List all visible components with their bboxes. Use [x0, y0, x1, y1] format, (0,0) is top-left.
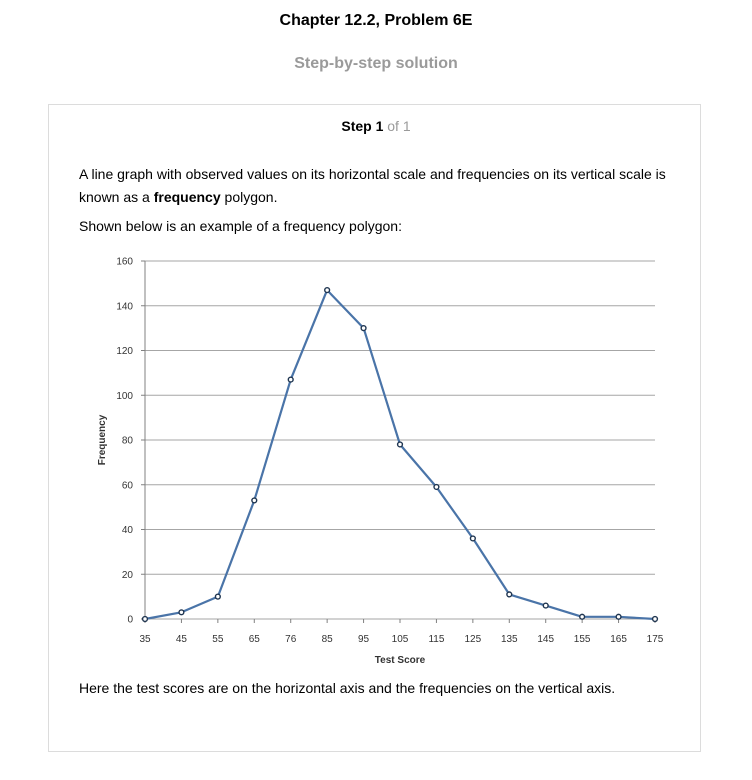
- frequency-polygon-chart: 0 20 40 60 80 100 120 140 160 35 45 55 65 76 85 95 105 11…: [80, 248, 670, 672]
- y-tick-label: 100: [116, 391, 133, 402]
- data-point: [251, 497, 258, 504]
- x-tick-label: 115: [428, 634, 444, 645]
- y-tick-label: 80: [122, 436, 134, 447]
- solution-card: [48, 104, 701, 752]
- paragraph-example-intro: Shown below is an example of a frequency…: [79, 218, 402, 234]
- x-tick-label: 95: [358, 634, 370, 645]
- x-tick-label: 155: [574, 634, 591, 645]
- data-point: [287, 376, 294, 383]
- data-point: [506, 591, 513, 598]
- paragraph-definition: A line graph with observed values on its…: [79, 163, 679, 209]
- data-point: [651, 615, 659, 623]
- definition-text-end: polygon.: [220, 189, 278, 205]
- x-tick-label: 45: [176, 634, 188, 645]
- x-tick-label: 175: [647, 634, 664, 645]
- data-point: [178, 609, 185, 616]
- x-tick-label: 105: [392, 634, 409, 645]
- x-tick-label: 135: [501, 634, 518, 645]
- y-tick-label: 0: [127, 615, 133, 626]
- y-tick-label: 60: [122, 480, 134, 491]
- data-point: [542, 602, 549, 609]
- step-indicator: Step 1 of 1: [0, 118, 752, 134]
- chart-background: [80, 248, 670, 672]
- step-of: of 1: [387, 118, 411, 134]
- y-tick-label: 140: [116, 301, 133, 312]
- x-tick-label: 165: [610, 634, 627, 645]
- data-point: [469, 535, 476, 542]
- y-tick-label: 40: [122, 525, 134, 536]
- x-tick-label: 85: [322, 634, 334, 645]
- definition-text: A line graph with observed values on its…: [79, 166, 666, 205]
- paragraph-explanation: Here the test scores are on the horizont…: [79, 680, 616, 696]
- y-axis-label: Frequency: [97, 414, 108, 465]
- definition-bold-term: frequency: [153, 189, 221, 205]
- x-tick-label: 125: [465, 634, 482, 645]
- data-point: [214, 593, 221, 600]
- x-axis-label: Test Score: [375, 655, 426, 666]
- data-point: [360, 325, 367, 332]
- x-tick-label: 55: [212, 634, 224, 645]
- data-point: [433, 483, 440, 491]
- y-tick-label: 20: [122, 570, 134, 581]
- page-title: Chapter 12.2, Problem 6E: [279, 12, 473, 29]
- data-point: [579, 613, 586, 620]
- x-tick-label: 35: [139, 634, 151, 645]
- data-point: [324, 286, 331, 294]
- step-label: Step 1: [341, 118, 384, 134]
- data-point: [396, 441, 404, 448]
- x-tick-label: 65: [249, 634, 261, 645]
- data-point: [615, 613, 622, 620]
- data-point: [141, 615, 149, 623]
- x-tick-label: 145: [537, 634, 554, 645]
- y-tick-label: 120: [116, 346, 133, 357]
- x-tick-label: 76: [285, 634, 297, 645]
- y-tick-label: 160: [116, 257, 133, 268]
- page-subtitle: Step-by-step solution: [294, 55, 458, 72]
